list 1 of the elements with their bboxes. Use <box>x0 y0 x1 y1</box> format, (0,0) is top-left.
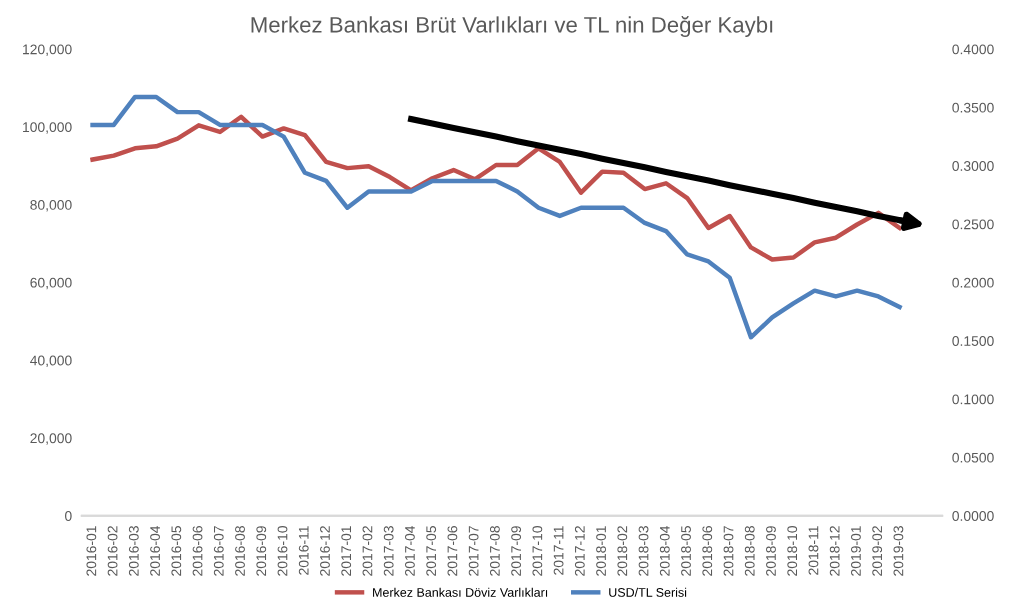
chart-title: Merkez Bankası Brüt Varlıkları ve TL nin Değer Kaybı <box>251 16 773 38</box>
